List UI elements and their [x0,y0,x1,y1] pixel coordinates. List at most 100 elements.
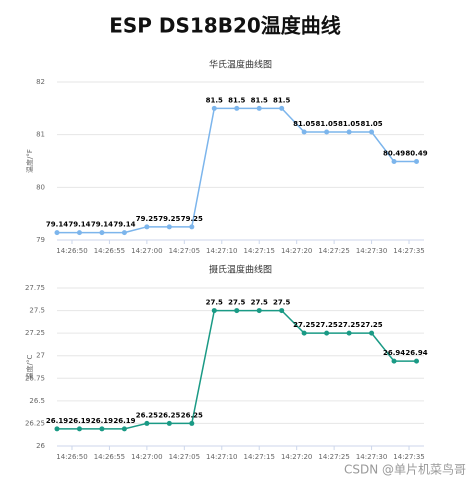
data-point [234,105,240,111]
data-label: 81.05 [338,120,360,128]
y-tick-label: 79 [36,236,45,244]
data-point [279,105,285,111]
x-tick-label: 14:27:10 [206,247,237,255]
data-point [166,420,172,426]
data-point [256,308,262,314]
data-label: 81.5 [228,96,245,104]
y-tick-label: 27.5 [29,307,45,315]
x-tick-label: 14:27:05 [169,247,200,255]
data-label: 26.19 [91,417,113,425]
data-label: 27.25 [360,321,382,329]
x-tick-label: 14:27:35 [393,247,424,255]
data-label: 81.5 [273,96,290,104]
data-point [54,230,60,236]
data-point [369,330,375,336]
x-tick-label: 14:27:35 [393,453,424,461]
data-label: 79.14 [46,221,68,229]
x-tick-label: 14:27:05 [169,453,200,461]
y-tick-label: 27.25 [25,329,45,337]
data-label: 27.5 [228,299,245,307]
data-point [234,308,240,314]
data-point [76,426,82,432]
x-tick-label: 14:27:20 [281,453,312,461]
y-tick-label: 81 [36,131,45,139]
y-tick-label: 27 [36,352,45,360]
x-tick-label: 14:26:55 [94,453,125,461]
data-label: 79.14 [68,221,90,229]
data-point [279,308,285,314]
data-label: 80.49 [383,150,405,158]
data-point [324,330,330,336]
data-point [189,420,195,426]
data-label: 81.05 [360,120,382,128]
data-point [301,129,307,135]
y-tick-label: 26 [36,442,45,450]
data-point [99,426,105,432]
x-tick-label: 14:27:00 [131,247,162,255]
y-tick-label: 82 [36,78,45,86]
data-point [346,129,352,135]
x-tick-label: 14:27:10 [206,453,237,461]
data-point [121,426,127,432]
x-tick-label: 14:26:50 [56,247,87,255]
data-label: 79.25 [136,215,158,223]
data-label: 26.19 [113,417,135,425]
data-label: 79.25 [181,215,203,223]
data-point [346,330,352,336]
data-label: 81.05 [316,120,338,128]
data-point [369,129,375,135]
data-label: 80.49 [405,150,427,158]
data-label: 26.19 [46,417,68,425]
data-point [144,420,150,426]
data-point [414,159,420,165]
data-point [144,224,150,230]
data-point [324,129,330,135]
data-label: 26.94 [383,349,405,357]
y-tick-label: 27.75 [25,284,45,292]
data-label: 81.05 [293,120,315,128]
page-title: ESP DS18B20温度曲线 [109,14,341,38]
x-tick-label: 14:26:55 [94,247,125,255]
x-tick-label: 14:27:30 [356,453,387,461]
data-label: 27.5 [273,299,290,307]
data-label: 26.19 [68,417,90,425]
data-point [99,230,105,236]
data-point [256,105,262,111]
data-point [54,426,60,432]
y-tick-label: 80 [36,183,45,191]
data-point [414,358,420,364]
data-point [391,358,397,364]
data-point [121,230,127,236]
chart-title: 华氏温度曲线图 [209,59,272,71]
data-label: 26.25 [158,411,180,419]
data-point [166,224,172,230]
x-tick-label: 14:27:15 [243,453,274,461]
data-point [211,308,217,314]
data-label: 27.5 [206,299,223,307]
data-label: 81.5 [251,96,268,104]
data-point [211,105,217,111]
y-tick-label: 26.5 [29,397,45,405]
x-tick-label: 14:27:15 [243,247,274,255]
x-tick-label: 14:27:00 [131,453,162,461]
data-point [391,159,397,165]
data-label: 27.25 [316,321,338,329]
x-tick-label: 14:27:25 [318,453,349,461]
watermark: CSDN @单片机菜鸟哥 [344,462,466,477]
data-label: 26.94 [405,349,427,357]
data-label: 79.14 [113,221,135,229]
y-tick-label: 26.25 [25,419,45,427]
data-label: 81.5 [206,96,223,104]
y-tick-label: 26.75 [25,374,45,382]
data-point [76,230,82,236]
x-tick-label: 14:27:30 [356,247,387,255]
y-axis-label: 温度/°C [25,355,34,380]
data-label: 27.5 [251,299,268,307]
x-tick-label: 14:27:25 [318,247,349,255]
data-label: 27.25 [293,321,315,329]
data-point [189,224,195,230]
chart-title: 摄氏温度曲线图 [209,264,272,276]
data-point [301,330,307,336]
